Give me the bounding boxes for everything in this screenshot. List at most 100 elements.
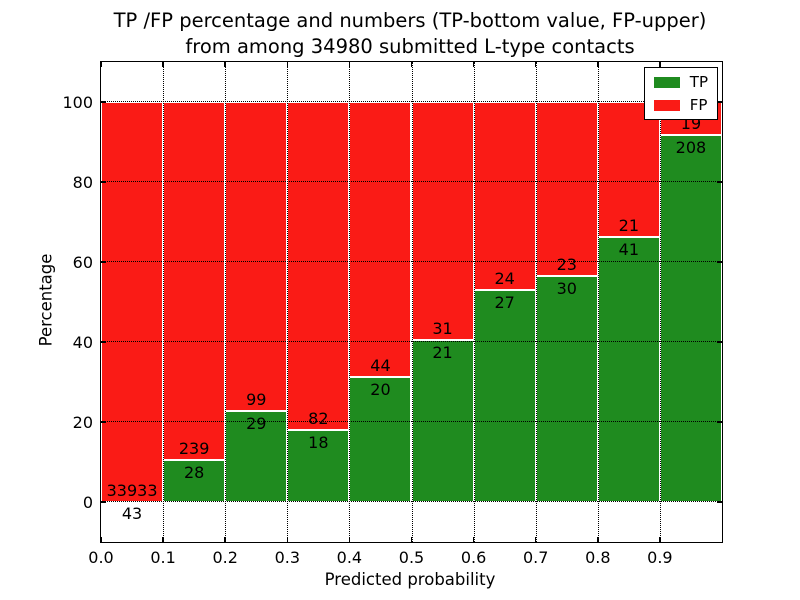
- bar-tp-count-label: 18: [308, 433, 329, 452]
- fp-legend-label: FP: [689, 96, 708, 114]
- x-tick-mark: [348, 62, 351, 67]
- bar-fp-count-label: 99: [246, 390, 267, 410]
- bar-tp-segment: [659, 135, 722, 502]
- bar-fp-segment: [411, 102, 474, 341]
- chart-title-line1: TP /FP percentage and numbers (TP-bottom…: [113, 9, 707, 32]
- x-tick-mark: [224, 62, 226, 67]
- bar-fp-count-label: 24: [494, 269, 515, 289]
- y-tick-mark: [717, 421, 722, 423]
- bar-fp-count-label: 239: [178, 439, 210, 459]
- legend: TP FP: [643, 67, 718, 120]
- x-tick-mark: [659, 62, 661, 67]
- x-tick-mark: [286, 62, 289, 67]
- bar-tp-count-label: 27: [494, 293, 515, 313]
- y-tick-label: 20: [72, 412, 93, 432]
- x-tick-mark: [100, 62, 102, 67]
- x-tick-label: 0.5: [398, 548, 425, 567]
- y-tick-mark: [101, 421, 106, 423]
- grid-line-vertical: [225, 62, 227, 542]
- y-tick-mark: [717, 341, 722, 343]
- x-tick-label: 0.2: [212, 548, 238, 567]
- y-tick-mark: [717, 181, 722, 183]
- y-tick-mark: [717, 101, 722, 103]
- y-tick-mark: [101, 181, 106, 183]
- x-tick-label: 0.9: [647, 548, 673, 567]
- bar-tp-count-label: 30: [556, 278, 577, 298]
- y-tick-label: 0: [82, 492, 93, 512]
- bar-tp-count-label: 29: [246, 414, 267, 434]
- x-tick-mark: [224, 537, 226, 542]
- bar-tp-count-label: 43: [121, 504, 143, 524]
- bar-fp-count-label: 31: [432, 319, 453, 339]
- tp-legend-label: TP: [689, 73, 708, 91]
- bar-fp-count-label: 21: [618, 216, 640, 236]
- grid-line-vertical: [163, 62, 165, 542]
- bar-tp-count-label: 28: [183, 463, 205, 483]
- x-axis-label: Predicted probability: [324, 570, 496, 589]
- y-tick-mark: [101, 341, 106, 343]
- bar-tp-count-label: 20: [370, 380, 391, 399]
- x-tick-label: 0.3: [274, 548, 301, 567]
- grid-line-vertical: [659, 62, 661, 542]
- grid-line-vertical: [287, 62, 289, 542]
- x-tick-mark: [597, 62, 599, 67]
- bar-tp-count-label: 208: [675, 138, 707, 158]
- x-tick-mark: [100, 537, 102, 542]
- legend-item-fp: FP: [653, 96, 708, 114]
- bar-tp-segment: [597, 237, 660, 502]
- bar-fp-segment: [101, 102, 164, 502]
- fp-legend-swatch-icon: [653, 99, 680, 111]
- x-tick-mark: [597, 537, 599, 542]
- tp-legend-swatch-icon: [653, 76, 680, 88]
- x-tick-mark: [348, 537, 351, 542]
- x-tick-label: 0.0: [88, 548, 114, 567]
- bar-fp-count-label: 82: [308, 409, 329, 428]
- x-tick-label: 0.7: [522, 548, 549, 567]
- grid-line-vertical: [473, 62, 475, 542]
- y-tick-label: 80: [72, 172, 93, 192]
- grid-line-vertical: [349, 62, 351, 542]
- x-tick-mark: [162, 62, 164, 67]
- bar-fp-segment: [473, 102, 536, 291]
- bar-tp-segment: [349, 377, 412, 502]
- grid-line-vertical: [411, 62, 413, 542]
- y-tick-label: 60: [72, 252, 93, 272]
- bar-fp-count-label: 44: [370, 356, 391, 375]
- bar-fp-segment: [225, 102, 288, 412]
- bar-tp-count-label: 41: [618, 240, 640, 260]
- bar-tp-segment: [473, 290, 536, 502]
- bar-fp-segment: [287, 102, 350, 430]
- bar-tp-count-label: 21: [432, 343, 453, 363]
- y-tick-label: 40: [72, 332, 93, 352]
- y-tick-mark: [101, 261, 106, 263]
- y-tick-label: 100: [62, 92, 93, 112]
- x-tick-label: 0.1: [150, 548, 176, 567]
- x-tick-mark: [534, 62, 537, 67]
- grid-line-vertical: [535, 62, 537, 542]
- bar-fp-segment: [349, 102, 412, 377]
- x-tick-mark: [659, 537, 661, 542]
- bar-fp-count-label: 33933: [106, 480, 158, 500]
- x-tick-mark: [472, 537, 475, 542]
- x-tick-mark: [286, 537, 289, 542]
- x-tick-label: 0.8: [585, 548, 611, 567]
- chart-title: TP /FP percentage and numbers (TP-bottom…: [90, 8, 730, 60]
- y-tick-mark: [101, 501, 106, 503]
- bar-fp-segment: [597, 102, 660, 238]
- chart-title-line2: from among 34980 submitted L-type contac…: [185, 35, 635, 58]
- x-tick-mark: [472, 62, 475, 67]
- bar-fp-segment: [163, 102, 226, 461]
- y-tick-mark: [717, 261, 722, 263]
- x-tick-mark: [534, 537, 537, 542]
- x-tick-mark: [410, 537, 413, 542]
- bar-fp-segment: [535, 102, 598, 276]
- grid-line-vertical: [597, 62, 599, 542]
- bar-fp-count-label: 23: [556, 254, 577, 274]
- bar-tp-segment: [287, 430, 350, 502]
- x-tick-mark: [410, 62, 413, 67]
- x-tick-label: 0.4: [336, 548, 363, 567]
- legend-item-tp: TP: [653, 73, 708, 91]
- y-tick-mark: [717, 501, 722, 503]
- x-tick-mark: [162, 537, 164, 542]
